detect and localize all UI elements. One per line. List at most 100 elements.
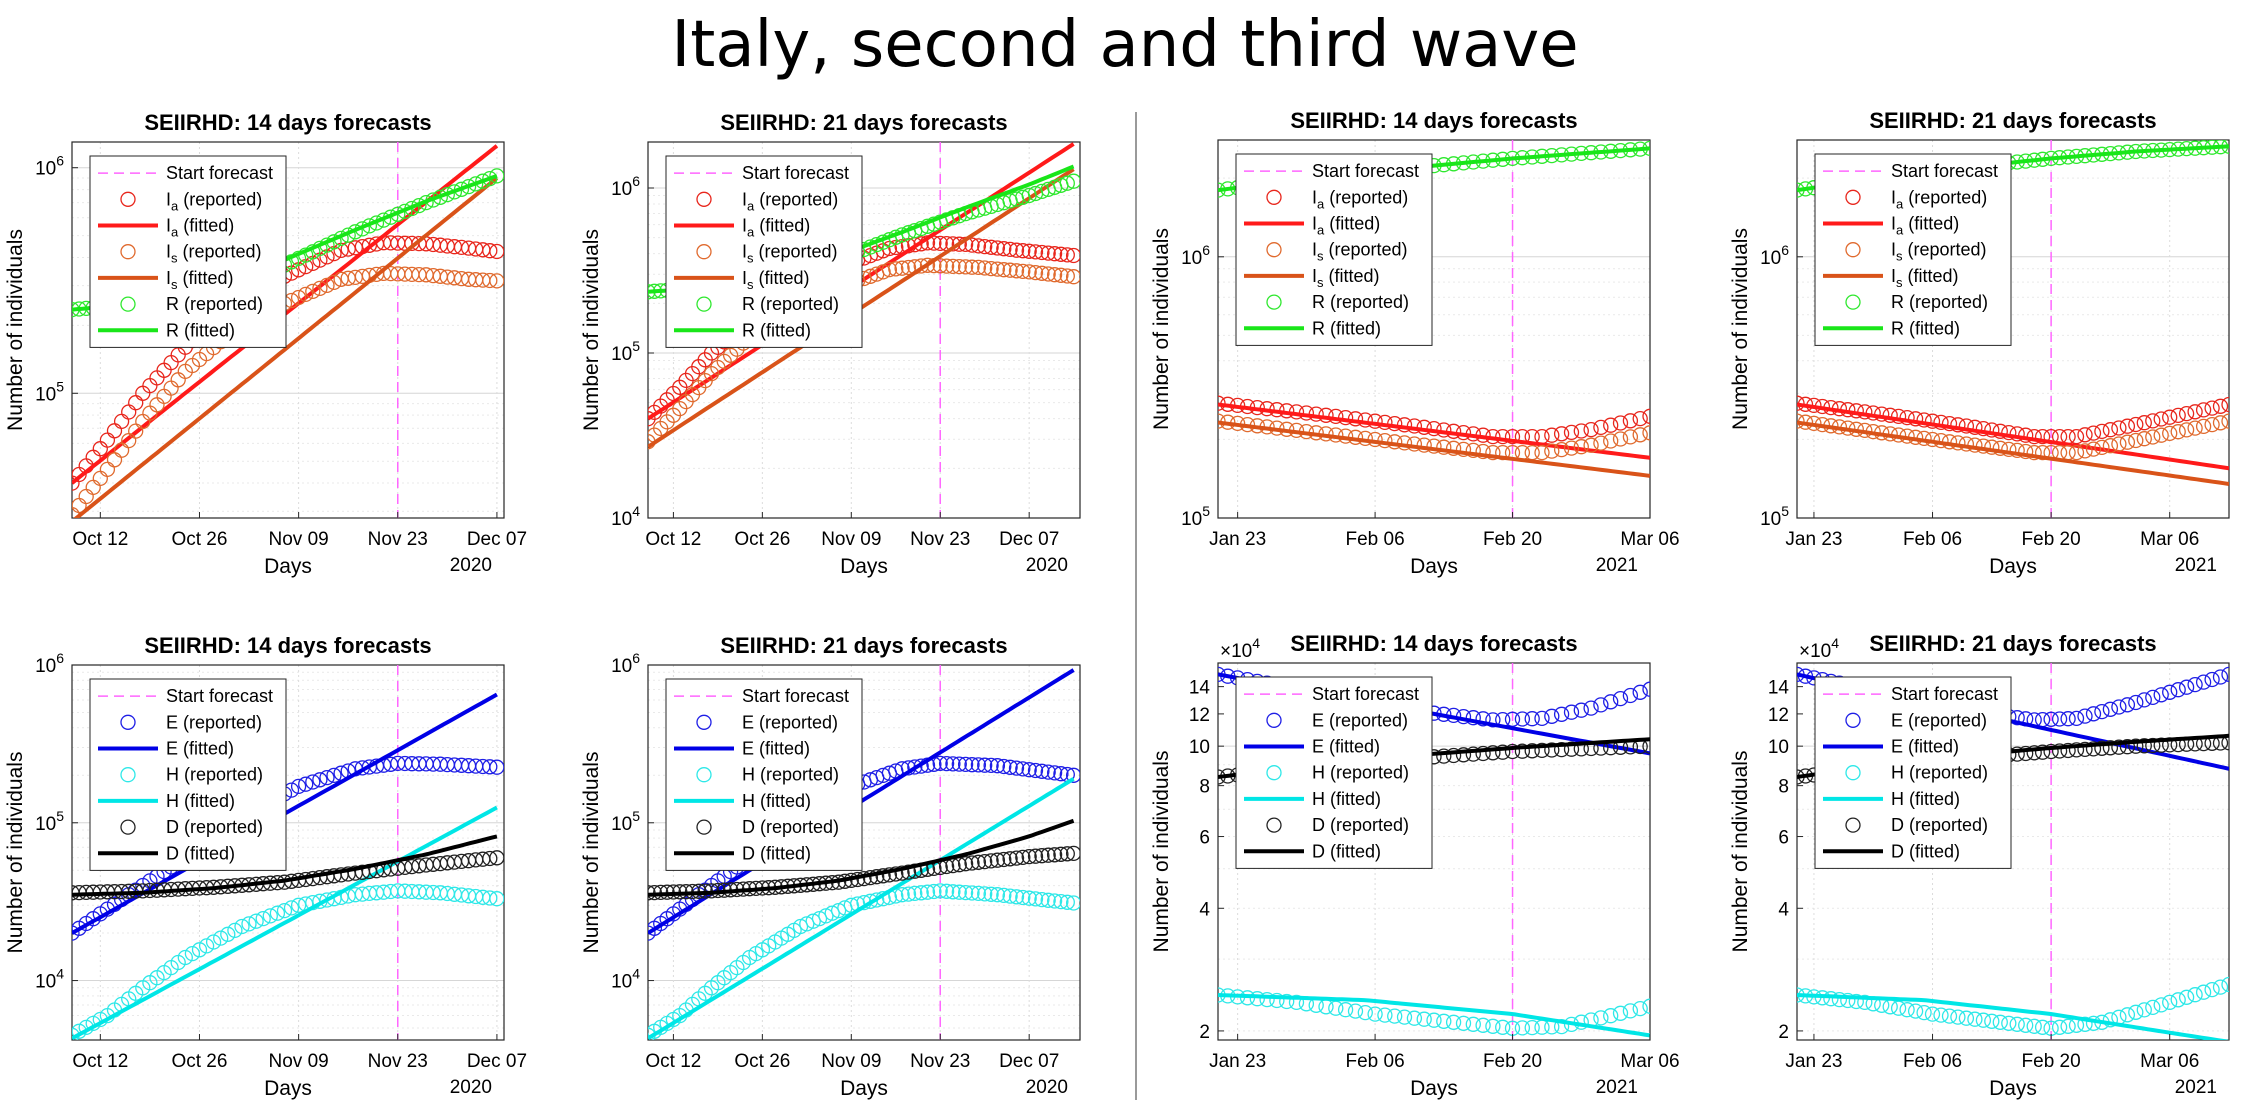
data-point	[1632, 1000, 1648, 1017]
data-point	[1967, 1011, 1983, 1027]
data-point	[2170, 992, 2186, 1008]
data-point	[1553, 706, 1570, 722]
data-point	[1907, 411, 1924, 427]
x-tick-label: Jan 23	[1785, 1051, 1842, 1072]
data-point	[970, 854, 987, 870]
legend-box	[89, 678, 287, 871]
data-point	[1950, 1009, 1966, 1025]
data-point	[72, 475, 80, 491]
x-tick-label: Feb 20	[2022, 529, 2081, 550]
legend: Start forecast E (reported) E (fitted) H (r…	[1235, 676, 1433, 869]
legend-subscript: a	[171, 198, 179, 213]
y-tick-label: 105	[1181, 503, 1210, 530]
data-point	[305, 774, 321, 790]
data-point	[1059, 247, 1075, 263]
data-point	[964, 855, 980, 871]
data-point	[234, 918, 250, 935]
y-tick-base: 10	[1181, 509, 1202, 530]
data-point	[1046, 246, 1063, 262]
data-point	[989, 758, 1006, 774]
data-point	[1027, 848, 1044, 864]
series-line-4	[1797, 420, 2229, 486]
data-point	[977, 853, 993, 870]
legend-entry: D (fitted)	[1312, 841, 1381, 861]
x-tick-label: Nov 23	[368, 1051, 428, 1072]
data-point	[2221, 666, 2229, 683]
data-point	[1992, 423, 2008, 439]
legend-symbol-marker	[120, 819, 136, 835]
data-point	[1583, 437, 1599, 453]
data-point	[1975, 420, 1992, 437]
data-point	[1573, 439, 1589, 455]
data-point	[290, 897, 307, 913]
data-point	[2153, 411, 2169, 427]
data-point	[1053, 766, 1069, 782]
data-point	[2187, 676, 2203, 693]
data-point	[1008, 760, 1025, 776]
data-point	[932, 235, 948, 252]
legend-entry: Start forecast	[1891, 684, 1998, 704]
legend-suffix: (reported)	[178, 242, 262, 262]
data-point	[1573, 423, 1589, 439]
data-point	[1259, 991, 1275, 1008]
x-tick-label: Jan 23	[1209, 1051, 1266, 1072]
x-tick-label: Mar 06	[2140, 1051, 2199, 1072]
data-point	[2136, 431, 2152, 447]
legend-suffix: (reported)	[1324, 187, 1408, 207]
data-point	[1563, 704, 1580, 720]
data-point	[913, 758, 929, 774]
data-point	[1269, 992, 1285, 1009]
data-point	[1514, 743, 1531, 759]
legend-entry: E (reported)	[1312, 710, 1408, 730]
data-point	[2195, 984, 2212, 1000]
data-point	[1426, 1012, 1442, 1028]
x-tick-label: Nov 23	[368, 529, 428, 550]
data-point	[2162, 994, 2178, 1011]
data-point	[1603, 694, 1619, 710]
data-point	[1015, 849, 1031, 866]
data-point	[2026, 444, 2042, 461]
y-tick-label: 104	[611, 966, 640, 993]
data-point	[2136, 1002, 2152, 1018]
legend-suffix: (reported)	[1903, 187, 1987, 207]
series-markers-3	[648, 883, 1080, 1040]
y-axis-label: Number of individuals	[1150, 228, 1173, 430]
data-point	[1065, 247, 1080, 264]
y-tick-label: 12	[1768, 705, 1789, 726]
legend-entry: D (reported)	[1891, 815, 1988, 835]
legend-suffix: (reported)	[178, 189, 262, 209]
data-point	[170, 372, 186, 388]
legend-subscript: a	[1896, 196, 1904, 211]
legend-symbol-marker	[1266, 765, 1282, 781]
data-point	[919, 884, 936, 900]
data-point	[319, 769, 335, 786]
series-line-2	[1797, 402, 2229, 471]
data-point	[1475, 1017, 1491, 1033]
data-point	[1040, 847, 1056, 863]
data-point	[1485, 745, 1501, 761]
data-point	[913, 236, 929, 252]
y-tick-exponent: 6	[56, 650, 64, 666]
y-tick-exponent: 5	[632, 808, 640, 824]
y-tick-label: 106	[35, 650, 64, 677]
y-axis-label: Number of individuals	[1729, 228, 1752, 430]
data-point	[489, 168, 504, 184]
data-point	[1544, 427, 1560, 443]
data-point	[1504, 428, 1521, 445]
y-tick-label: 106	[35, 153, 64, 180]
data-point	[298, 286, 314, 303]
y-tick-label: 105	[611, 808, 640, 835]
data-point	[1924, 413, 1941, 429]
legend-symbol-marker	[696, 819, 712, 835]
y-tick-label: 14	[1768, 678, 1790, 699]
data-point	[149, 397, 165, 413]
data-point	[1021, 762, 1037, 778]
data-point	[1445, 747, 1462, 764]
data-point	[996, 262, 1012, 278]
data-point	[983, 886, 999, 902]
data-point	[2153, 997, 2169, 1013]
data-point	[1495, 744, 1511, 760]
legend-entry: D (fitted)	[1891, 841, 1960, 861]
y-tick-base: 10	[611, 179, 632, 200]
